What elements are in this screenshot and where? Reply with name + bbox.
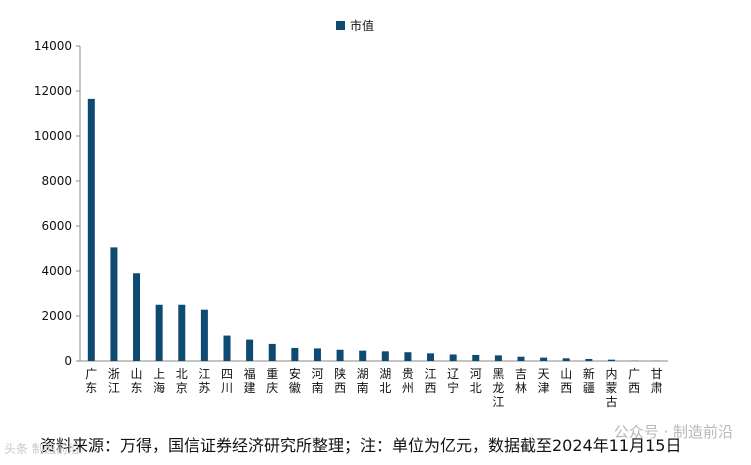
bar-陕西 [336, 349, 344, 361]
bar-天津 [540, 357, 548, 361]
bar-贵州 [404, 352, 412, 361]
bar-吉林 [517, 356, 525, 361]
bar-chart: 市值 0 2000 4000 6000 8000 10000 12000 14000 广东浙江… [34, 18, 668, 409]
x-tick-label: 福建 [244, 366, 256, 395]
x-tick-label: 内蒙古 [605, 367, 617, 409]
x-tick-label: 河南 [311, 367, 323, 395]
bar-四川 [223, 335, 231, 361]
bar-安徽 [291, 347, 299, 361]
bar-广东 [87, 98, 95, 361]
y-tick-label: 12000 [34, 84, 72, 98]
bar-山西 [562, 358, 570, 361]
bar-内蒙古 [607, 359, 615, 361]
axes [79, 46, 668, 362]
y-tick-label: 10000 [34, 129, 72, 143]
x-tick-label: 上海 [153, 367, 165, 395]
x-tick-label: 山西 [560, 367, 572, 395]
bar-浙江 [110, 247, 118, 361]
x-tick-label: 天津 [538, 367, 550, 395]
x-tick-label: 甘肃 [651, 367, 663, 395]
y-tick-label: 2000 [41, 309, 72, 323]
legend-swatch [336, 21, 345, 30]
y-tick-label: 8000 [41, 174, 72, 188]
bar-黑龙江 [494, 355, 502, 361]
y-axis-ticks: 0 2000 4000 6000 8000 10000 12000 14000 [34, 39, 80, 368]
x-tick-label: 安徽 [289, 366, 301, 395]
x-tick-label: 陕西 [334, 366, 346, 395]
x-tick-label: 山东 [131, 367, 143, 395]
y-tick-label: 4000 [41, 264, 72, 278]
bar-上海 [155, 304, 163, 361]
x-tick-label: 四川 [221, 367, 233, 395]
x-tick-label: 广西 [628, 367, 640, 395]
bar-河南 [313, 348, 321, 361]
bar-湖南 [359, 350, 367, 361]
bar-辽宁 [449, 354, 457, 361]
x-tick-label: 北京 [176, 367, 188, 395]
bar-山东 [133, 273, 141, 361]
bar-江苏 [200, 309, 208, 361]
x-tick-label: 湖北 [379, 366, 391, 395]
x-axis-labels: 广东浙江山东上海北京江苏四川福建重庆安徽河南陕西湖南湖北贵州江西辽宁河北黑龙江吉… [85, 366, 662, 409]
x-tick-label: 浙江 [108, 367, 120, 395]
x-tick-label: 江西 [425, 367, 437, 395]
watermark-left: 头条 制造前沿 [4, 442, 80, 456]
bar-新疆 [585, 358, 593, 361]
y-tick-label: 6000 [41, 219, 72, 233]
x-tick-label: 黑龙江 [492, 367, 504, 409]
x-tick-label: 新疆 [583, 366, 595, 395]
bar-福建 [246, 339, 254, 361]
x-tick-label: 辽宁 [447, 367, 459, 395]
bar-江西 [427, 353, 435, 361]
bar-重庆 [268, 343, 276, 361]
legend-label: 市值 [350, 18, 374, 33]
y-tick-label: 14000 [34, 39, 72, 53]
x-tick-label: 广东 [85, 367, 97, 395]
x-tick-label: 重庆 [266, 367, 278, 395]
bar-湖北 [381, 351, 389, 361]
source-note: 资料来源：万得，国信证券经济研究所整理；注：单位为亿元，数据截至2024年11月… [40, 436, 682, 455]
y-tick-label: 0 [64, 354, 72, 368]
bar-河北 [472, 354, 480, 361]
bar-北京 [178, 304, 186, 361]
x-tick-label: 吉林 [515, 367, 527, 395]
legend: 市值 [336, 18, 374, 33]
x-tick-label: 湖南 [357, 366, 369, 395]
bars [87, 98, 661, 361]
x-tick-label: 河北 [470, 367, 482, 395]
watermark: 公众号 · 制造前沿 [613, 423, 733, 441]
x-tick-label: 贵州 [402, 367, 414, 395]
x-tick-label: 江苏 [198, 367, 210, 395]
